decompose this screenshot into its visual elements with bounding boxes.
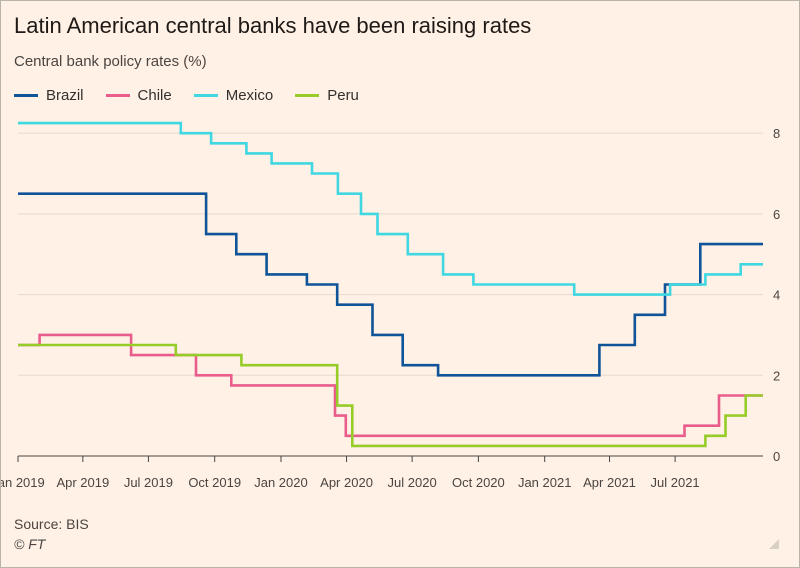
x-tick-label: Jan 2019: [1, 475, 45, 490]
legend-item-mexico: Mexico: [193, 87, 274, 104]
legend-swatch: [295, 94, 320, 97]
y-tick-label: 8: [773, 126, 780, 141]
legend: Brazil Chile Mexico Peru: [14, 87, 381, 104]
x-tick-label: Jul 2021: [651, 475, 700, 490]
legend-swatch: [14, 94, 38, 97]
resize-corner-icon: [769, 539, 779, 549]
series-line-chile: [18, 333, 763, 438]
y-tick-label: 4: [773, 288, 780, 303]
series-line-peru: [18, 343, 763, 448]
series-line-brazil: [18, 192, 763, 377]
legend-item-chile: Chile: [105, 87, 172, 104]
x-tick-label: Jan 2020: [254, 475, 308, 490]
x-tick-label: Apr 2020: [320, 475, 373, 490]
x-tick-label: Jul 2019: [124, 475, 173, 490]
legend-item-peru: Peru: [295, 87, 359, 104]
x-tick-label: Apr 2019: [56, 475, 109, 490]
legend-label: Chile: [137, 87, 172, 104]
legend-label: Mexico: [225, 87, 274, 104]
legend-swatch: [193, 94, 218, 97]
x-tick-label: Apr 2021: [583, 475, 636, 490]
y-tick-label: 0: [773, 449, 780, 464]
x-tick-label: Jan 2021: [518, 475, 572, 490]
x-tick-label: Oct 2020: [452, 475, 505, 490]
series-line-mexico: [18, 121, 763, 296]
legend-item-brazil: Brazil: [14, 87, 84, 104]
legend-swatch: [105, 94, 130, 97]
source-note: Source: BIS: [14, 516, 89, 532]
y-tick-label: 2: [773, 368, 780, 383]
legend-label: Brazil: [46, 87, 84, 104]
y-tick-label: 6: [773, 207, 780, 222]
chart-title: Latin American central banks have been r…: [14, 13, 532, 38]
ft-credit: © FT: [14, 536, 46, 552]
legend-label: Peru: [327, 87, 359, 104]
x-tick-label: Jul 2020: [388, 475, 437, 490]
chart-subtitle: Central bank policy rates (%): [14, 53, 207, 70]
x-tick-label: Oct 2019: [188, 475, 241, 490]
